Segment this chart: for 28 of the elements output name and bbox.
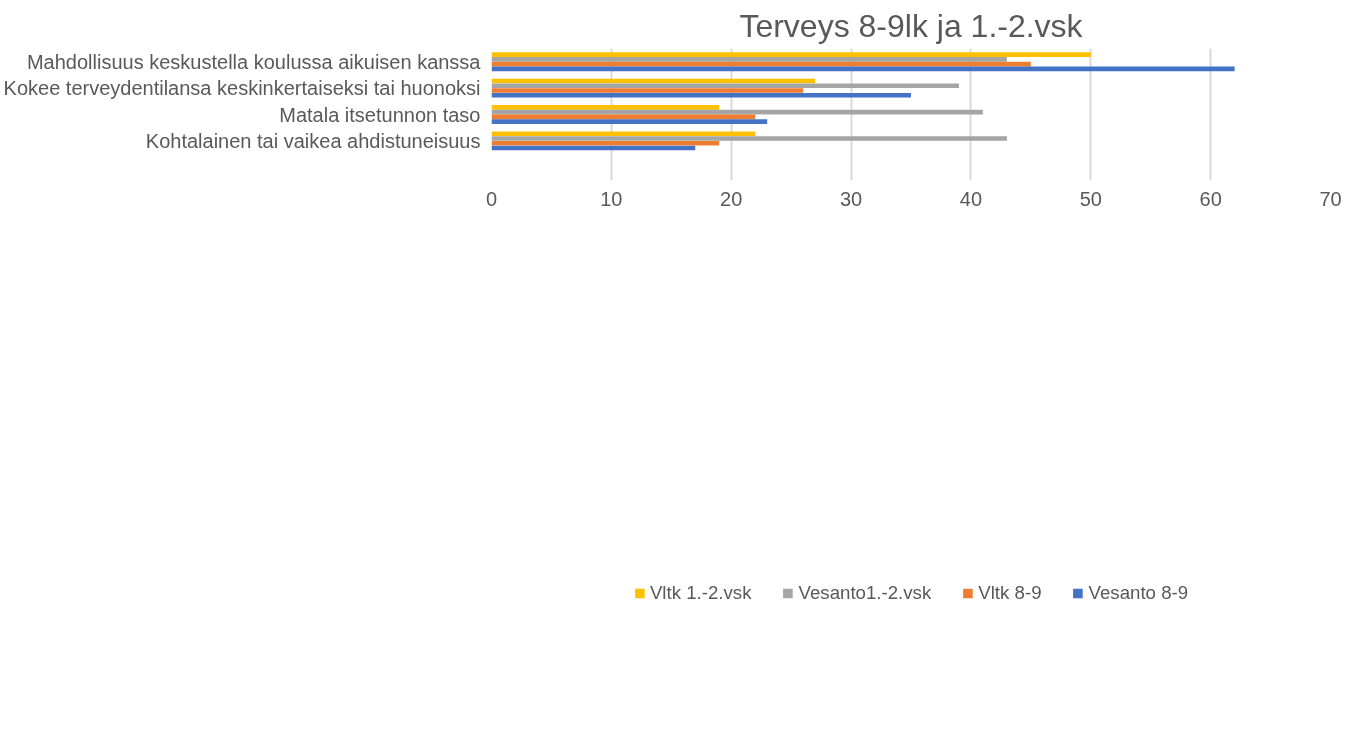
- bar: [491, 88, 804, 93]
- bar: [491, 66, 1235, 72]
- x-tick-label: 30: [839, 187, 863, 210]
- bar: [491, 105, 720, 110]
- bar: [491, 92, 911, 98]
- x-tick-label: 50: [1079, 187, 1102, 210]
- y-tick-label: Kohtalainen tai vaikea ahdistuneisuus: [145, 129, 481, 152]
- legend-label: Vltk 1.-2.vsk: [649, 581, 752, 604]
- bar: [491, 136, 1007, 141]
- x-tick-label: 20: [720, 187, 743, 210]
- legend-label: Vesanto 8-9: [1088, 581, 1189, 604]
- legend-label: Vesanto1.-2.vsk: [798, 581, 932, 604]
- x-tick-label: 60: [1199, 187, 1222, 210]
- bar: [491, 131, 756, 137]
- chart-title: Terveys 8-9lk ja 1.-2.vsk: [739, 7, 1084, 44]
- bar: [491, 57, 1007, 62]
- y-tick-label: Mahdollisuus keskustella koulussa aikuisen kanssa: [26, 50, 482, 73]
- bar: [491, 119, 768, 124]
- bar: [491, 83, 959, 89]
- x-tick-label: 0: [485, 187, 498, 210]
- legend-label: Vltk 8-9: [978, 581, 1042, 604]
- y-tick-label: Kokee terveydentilansa keskinkertaiseksi tai huonoksi: [3, 77, 481, 100]
- x-tick-label: 70: [1319, 187, 1342, 210]
- bar: [491, 140, 720, 146]
- x-tick-label: 40: [959, 187, 983, 210]
- bar: [491, 52, 1091, 57]
- x-tick-label: 10: [600, 187, 623, 210]
- y-tick-label: Matala itsetunnon taso: [279, 103, 481, 126]
